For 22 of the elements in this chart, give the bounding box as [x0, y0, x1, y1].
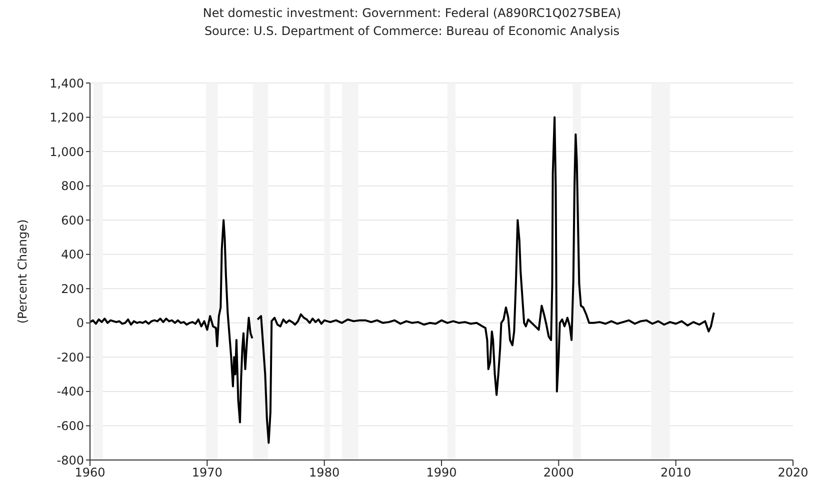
y-tick-label: 0 [76, 316, 84, 330]
y-tick-label: 1,400 [50, 76, 84, 90]
y-tick-label: 1,200 [50, 110, 84, 125]
x-tick-label: 1960 [74, 466, 106, 480]
y-tick-label: 400 [61, 248, 84, 262]
y-tick-label: -400 [56, 384, 84, 399]
x-tick-label: 1990 [426, 466, 457, 480]
y-tick-label: 1,000 [50, 144, 84, 159]
x-tick-label: 2010 [660, 466, 692, 480]
y-axis-title: (Percent Change) [15, 219, 30, 324]
y-tick-label: 800 [61, 179, 84, 194]
y-tick-label: -800 [56, 453, 84, 468]
chart-subtitle: Source: U.S. Department of Commerce: Bureau of Economic Analysis [203, 24, 621, 38]
x-tick-label: 2020 [778, 466, 808, 480]
x-tick-label: 1980 [309, 466, 340, 480]
y-tick-label: 600 [61, 213, 84, 228]
y-tick-label: -600 [56, 418, 84, 433]
chart-title: Net domestic investment: Government: Federal (A890RC1Q027SBEA) [202, 6, 622, 20]
y-tick-label: 200 [61, 282, 84, 296]
x-tick-label: 2000 [543, 466, 574, 480]
x-tick-label: 1970 [192, 466, 222, 480]
y-tick-label: -200 [56, 350, 84, 364]
